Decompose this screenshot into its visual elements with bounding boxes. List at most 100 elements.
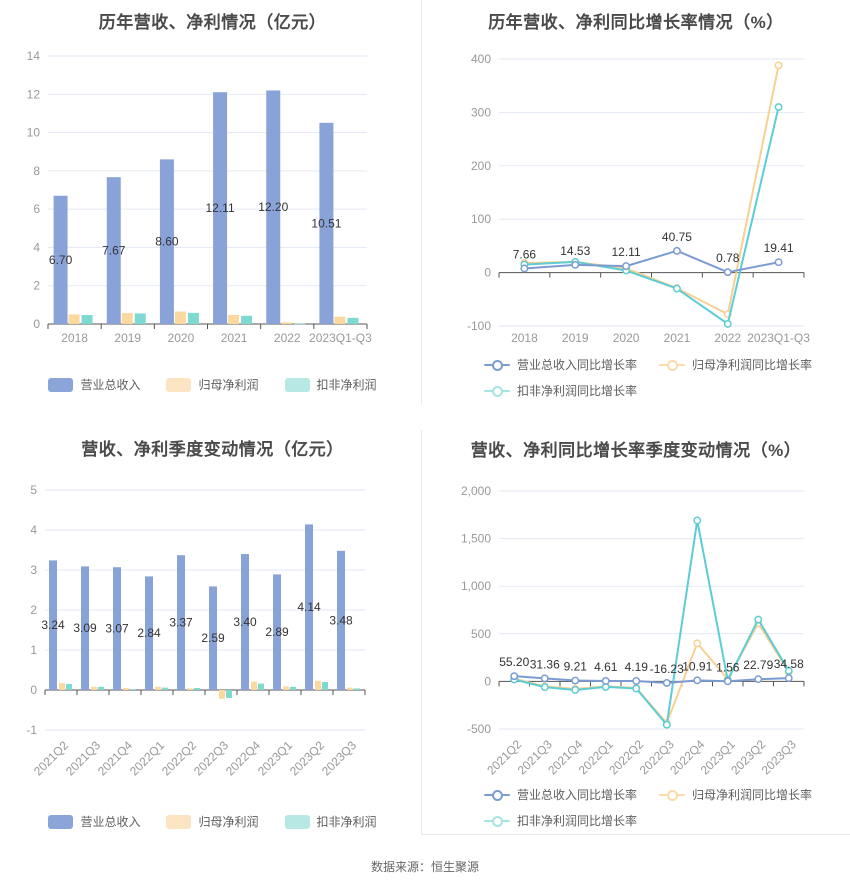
svg-text:9.21: 9.21 <box>564 660 588 674</box>
svg-text:0: 0 <box>484 266 491 280</box>
svg-text:6.70: 6.70 <box>49 253 73 267</box>
data-source: 数据来源：恒生聚源 <box>370 860 479 874</box>
svg-text:40.75: 40.75 <box>662 230 692 244</box>
svg-text:4: 4 <box>33 240 40 254</box>
legend-item-total-revenue[interactable]: 营业总收入 <box>48 376 140 393</box>
legend-item-net-profit-growth[interactable]: 归母净利润同比增长率 <box>659 356 812 373</box>
svg-text:2: 2 <box>33 279 40 293</box>
annual-results-bar-chart[interactable]: 0 2 4 6 8 10 12 14 2018 2019 2020 2021 2022 2023Q1-Q3… <box>0 0 425 420</box>
svg-text:2020: 2020 <box>613 331 640 345</box>
svg-text:1,500: 1,500 <box>461 532 491 546</box>
svg-text:0.78: 0.78 <box>716 251 740 265</box>
svg-text:2018: 2018 <box>511 331 538 345</box>
svg-text:2018: 2018 <box>61 331 88 345</box>
svg-text:-1: -1 <box>26 723 37 737</box>
svg-text:3.09: 3.09 <box>73 621 97 635</box>
line-legend-row-2: 扣非净利润同比增长率 <box>484 382 637 399</box>
svg-text:-16.23: -16.23 <box>650 662 684 676</box>
svg-text:2021: 2021 <box>221 331 248 345</box>
svg-text:2021: 2021 <box>664 331 691 345</box>
deducted-profit-swatch <box>284 377 310 392</box>
net-profit-growth-line-marker <box>659 789 686 801</box>
legend-item-net-profit[interactable]: 归母净利润 <box>166 376 259 393</box>
quarterly-results-bar-chart[interactable]: -10123452021Q22021Q32021Q42022Q12022Q220… <box>0 425 425 855</box>
svg-text:2023Q2: 2023Q2 <box>287 738 327 778</box>
svg-text:0: 0 <box>484 674 491 688</box>
legend-item-deducted-profit[interactable]: 扣非净利润 <box>284 376 377 393</box>
svg-text:12: 12 <box>27 87 41 101</box>
svg-text:1,000: 1,000 <box>461 579 491 593</box>
svg-text:2019: 2019 <box>114 331 141 345</box>
line-legend-row-2: 扣非净利润同比增长率 <box>484 812 637 829</box>
legend-label-deducted-profit-growth: 扣非净利润同比增长率 <box>517 384 638 398</box>
svg-text:4.61: 4.61 <box>594 660 618 674</box>
svg-text:2: 2 <box>30 603 37 617</box>
svg-text:3.40: 3.40 <box>233 615 257 629</box>
svg-text:2022: 2022 <box>274 331 301 345</box>
quarterly-growth-line-chart[interactable]: -50005001,0001,5002,0002021Q22021Q32021Q… <box>422 430 850 834</box>
svg-text:7.67: 7.67 <box>102 244 126 258</box>
svg-text:2022Q1: 2022Q1 <box>127 738 167 778</box>
svg-text:2022Q2: 2022Q2 <box>159 738 199 778</box>
panel-quarterly-growth: 营收、净利同比增长率季度变动情况（%） -500 0 500 1,000 1,500 2,… <box>421 430 850 835</box>
svg-text:2022: 2022 <box>714 331 741 345</box>
svg-text:300: 300 <box>471 105 491 119</box>
legend-item-revenue-growth[interactable]: 营业总收入同比增长率 <box>484 356 637 373</box>
svg-text:7.66: 7.66 <box>513 248 537 262</box>
svg-text:2,000: 2,000 <box>461 484 491 498</box>
revenue-growth-line-marker <box>484 789 510 801</box>
svg-text:3.07: 3.07 <box>105 622 129 636</box>
svg-text:2.84: 2.84 <box>137 626 161 640</box>
svg-text:0: 0 <box>33 317 40 331</box>
legend-item-deducted-profit[interactable]: 扣非净利润 <box>284 813 377 830</box>
svg-text:34.58: 34.58 <box>774 657 804 671</box>
svg-text:1.56: 1.56 <box>716 660 740 674</box>
panel-annual-results: 历年营收、净利情况（亿元） 0 2 4 6 8 10 12 14 2018 2019 2020 202… <box>0 0 425 420</box>
legend-item-net-profit[interactable]: 归母净利润 <box>166 813 259 830</box>
legend-label-net-profit-growth: 归母净利润同比增长率 <box>692 788 813 802</box>
svg-text:4: 4 <box>30 523 37 537</box>
svg-text:4.14: 4.14 <box>297 600 321 614</box>
svg-text:2023Q1-Q3: 2023Q1-Q3 <box>747 331 810 345</box>
legend-item-revenue-growth[interactable]: 营业总收入同比增长率 <box>484 786 637 803</box>
line-legend: 营业总收入同比增长率 归母净利润同比增长率 扣非净利润同比增长率 <box>422 356 850 399</box>
legend-item-total-revenue[interactable]: 营业总收入 <box>48 813 140 830</box>
deducted-profit-swatch <box>284 814 310 829</box>
svg-text:2019: 2019 <box>562 331 589 345</box>
svg-text:400: 400 <box>471 52 491 66</box>
svg-text:2023Q1-Q3: 2023Q1-Q3 <box>309 331 372 345</box>
chart-title-quarterly-results: 营收、净利季度变动情况（亿元） <box>81 440 344 459</box>
svg-text:2021Q2: 2021Q2 <box>31 738 71 778</box>
legend-item-deducted-profit-growth[interactable]: 扣非净利润同比增长率 <box>484 382 637 399</box>
svg-text:1: 1 <box>30 643 37 657</box>
annual-growth-line-chart[interactable]: -100 0 100 200 300 400 2018 2019 2020 2021 2022 202… <box>422 0 850 405</box>
svg-text:12.20: 12.20 <box>258 200 288 214</box>
legend-label-revenue-growth: 营业总收入同比增长率 <box>517 358 638 372</box>
net-profit-swatch <box>166 377 192 392</box>
legend-item-net-profit-growth[interactable]: 归母净利润同比增长率 <box>659 786 812 803</box>
svg-text:2021Q4: 2021Q4 <box>95 738 135 778</box>
chart-title-annual-growth: 历年营收、净利同比增长率情况（%） <box>488 13 784 32</box>
svg-text:2022Q3: 2022Q3 <box>191 738 231 778</box>
revenue-growth-line-marker <box>484 359 510 371</box>
svg-text:4.19: 4.19 <box>625 660 649 674</box>
svg-text:22.79: 22.79 <box>743 658 773 672</box>
panel-annual-growth: 历年营收、净利同比增长率情况（%） -100 0 100 200 300 400 2018 2… <box>421 0 850 405</box>
svg-text:3.37: 3.37 <box>169 616 193 630</box>
svg-text:8.60: 8.60 <box>155 235 179 249</box>
svg-text:8: 8 <box>33 164 40 178</box>
svg-text:10: 10 <box>27 126 41 140</box>
svg-text:10.91: 10.91 <box>682 659 712 673</box>
legend-item-deducted-profit-growth[interactable]: 扣非净利润同比增长率 <box>484 812 637 829</box>
panel-quarterly-results: 营收、净利季度变动情况（亿元） -1 0 1 2 3 4 5 2021Q2 2021Q3 2021… <box>0 425 425 855</box>
bar-legend: 营业总收入 归母净利润 扣非净利润 <box>0 813 425 830</box>
svg-text:2023Q1: 2023Q1 <box>255 738 295 778</box>
svg-text:6: 6 <box>33 202 40 216</box>
chart-title-quarterly-growth: 营收、净利同比增长率季度变动情况（%） <box>470 441 802 460</box>
svg-text:3.24: 3.24 <box>41 618 65 632</box>
chart-title-annual-results: 历年营收、净利情况（亿元） <box>98 13 327 32</box>
svg-text:14.53: 14.53 <box>560 244 590 258</box>
bar-legend: 营业总收入 归母净利润 扣非净利润 <box>0 376 425 393</box>
line-legend-row-1: 营业总收入同比增长率 归母净利润同比增长率 <box>484 786 812 803</box>
